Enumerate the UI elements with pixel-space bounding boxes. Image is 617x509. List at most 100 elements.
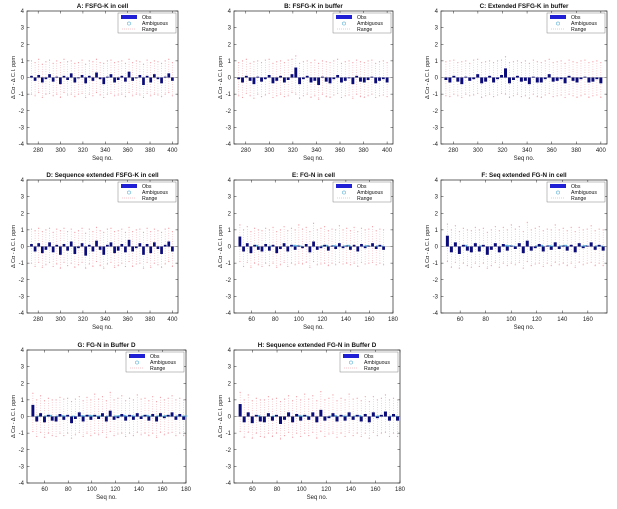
obs-bar: [366, 77, 370, 80]
range-point: [359, 61, 362, 63]
range-point: [140, 398, 142, 400]
obs-bar: [343, 77, 347, 81]
range-point: [542, 230, 544, 232]
range-point: [45, 93, 47, 95]
range-point: [142, 231, 145, 233]
obs-bar: [73, 416, 77, 419]
range-point: [592, 61, 594, 63]
range-point: [257, 229, 259, 231]
range-point: [168, 91, 170, 94]
ambiguous-bar: [352, 415, 358, 417]
range-point: [325, 96, 327, 98]
range-point: [38, 227, 40, 229]
ambiguous-bar: [342, 245, 347, 247]
range-point: [312, 395, 314, 397]
obs-bar: [505, 246, 509, 251]
obs-bar: [160, 246, 163, 254]
y-tick-label: 0: [21, 76, 25, 82]
obs-bar: [359, 77, 362, 82]
obs-bar: [270, 416, 274, 421]
obs-bar: [275, 246, 279, 254]
obs-bar: [253, 244, 257, 247]
x-tick-label: 360: [123, 148, 134, 154]
range-point: [302, 95, 304, 97]
obs-bar: [286, 246, 290, 252]
range-point: [52, 265, 54, 268]
range-point: [331, 262, 333, 264]
range-point: [150, 61, 152, 64]
obs-bar: [84, 77, 88, 84]
range-point: [171, 265, 174, 268]
y-tick-label: 3: [21, 365, 25, 371]
range-point: [128, 260, 130, 263]
obs-bar: [363, 414, 367, 417]
obs-bar: [271, 77, 275, 84]
range-point: [382, 60, 384, 62]
x-tick-label: 300: [56, 317, 67, 323]
obs-bar: [519, 77, 523, 82]
legend-range-label: Range: [357, 196, 372, 202]
range-point: [466, 229, 468, 231]
obs-bar: [69, 73, 73, 78]
range-point: [338, 225, 340, 227]
range-point: [584, 59, 586, 61]
range-point: [357, 230, 359, 233]
obs-bar: [334, 246, 338, 249]
range-point: [485, 61, 487, 63]
obs-bar: [260, 246, 264, 252]
y-tick-label: 3: [228, 26, 232, 32]
ambiguous-bar: [269, 245, 273, 247]
obs-bar: [565, 246, 569, 251]
obs-bar: [569, 244, 573, 247]
range-point: [264, 94, 266, 96]
obs-bar: [62, 244, 66, 247]
y-tick-label: 4: [21, 348, 25, 354]
range-point: [301, 228, 304, 230]
y-axis-label: Δ Cα - Δ C.I. ppm: [218, 56, 224, 99]
range-point: [34, 230, 36, 232]
obs-bar: [120, 75, 124, 78]
obs-bar: [142, 246, 145, 255]
y-tick-label: 0: [435, 245, 439, 251]
obs-bar: [127, 71, 131, 78]
range-point: [337, 92, 339, 94]
range-point: [47, 432, 49, 434]
range-point: [52, 231, 54, 233]
x-tick-label: 160: [364, 317, 375, 323]
range-point: [152, 395, 154, 398]
range-point: [59, 230, 61, 232]
ambiguous-bar: [578, 245, 584, 247]
obs-bar: [305, 75, 309, 78]
obs-bar: [355, 414, 359, 417]
range-point: [160, 96, 163, 98]
range-point: [321, 60, 324, 62]
range-point: [257, 264, 259, 266]
obs-bar: [391, 414, 396, 417]
y-tick-label: 0: [228, 245, 232, 251]
obs-bar: [351, 77, 355, 85]
x-tick-label: 340: [522, 148, 533, 154]
obs-bar: [40, 77, 44, 83]
range-point: [34, 95, 36, 97]
range-point: [360, 435, 362, 438]
range-point: [164, 228, 166, 230]
range-point: [524, 95, 526, 97]
obs-bar: [39, 413, 43, 417]
obs-bar: [335, 416, 339, 422]
obs-bar: [134, 77, 138, 79]
obs-bar: [279, 75, 282, 78]
range-point: [265, 262, 267, 264]
range-point: [128, 397, 131, 399]
range-point: [578, 226, 580, 228]
range-point: [279, 229, 282, 231]
range-point: [382, 229, 385, 231]
legend-range-label: Range: [571, 196, 586, 202]
range-point: [128, 58, 130, 60]
obs-bar: [166, 414, 170, 417]
range-point: [128, 226, 130, 228]
range-point: [320, 263, 322, 265]
range-point: [67, 230, 69, 233]
range-point: [70, 60, 72, 62]
range-point: [478, 229, 480, 231]
obs-bar: [120, 414, 124, 417]
